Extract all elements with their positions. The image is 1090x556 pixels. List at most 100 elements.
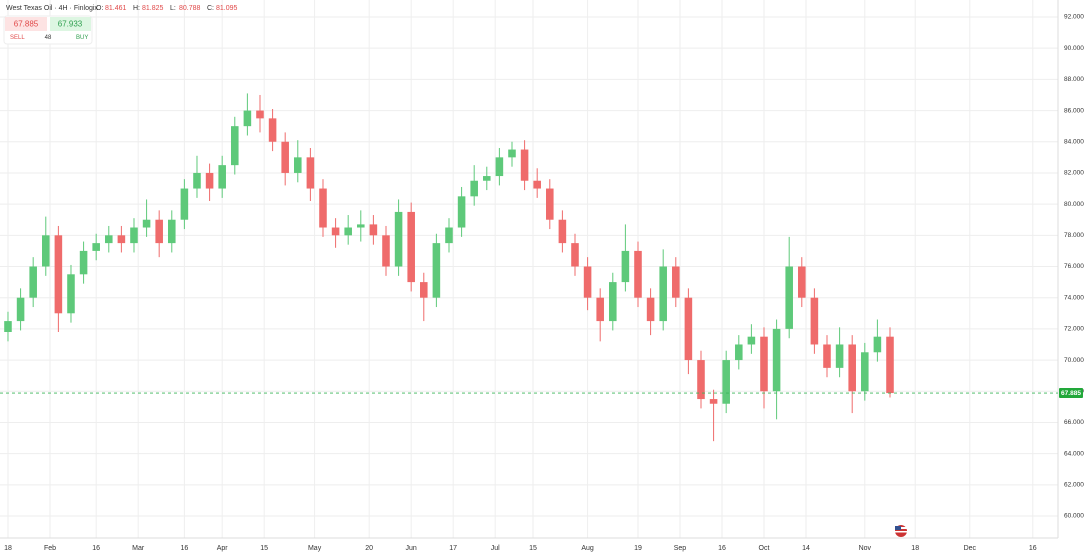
y-tick-label: 64.000	[1064, 450, 1084, 457]
candle-body	[331, 227, 340, 236]
candle-body	[218, 165, 226, 189]
candle-body	[382, 235, 390, 267]
candle-body	[823, 344, 831, 368]
buy-box[interactable]	[50, 17, 91, 31]
candle-body	[29, 266, 37, 298]
candle-body	[798, 266, 806, 298]
x-tick-label: 20	[365, 545, 373, 552]
x-tick-label: 16	[1029, 545, 1037, 552]
candle-body	[634, 250, 642, 298]
legend-value: 81.461	[105, 5, 127, 12]
legend-label: L:	[170, 5, 176, 12]
x-tick-label: 18	[911, 545, 919, 552]
candle-body	[357, 224, 365, 228]
y-tick-label: 66.000	[1064, 419, 1084, 426]
candle-body	[533, 180, 541, 189]
candle-body	[168, 219, 176, 244]
candle-body	[193, 172, 201, 189]
spread: 48	[45, 35, 52, 41]
sell-price[interactable]: 67.885	[14, 20, 39, 29]
y-tick-label: 90.000	[1064, 45, 1084, 52]
x-tick-label: Feb	[44, 545, 56, 552]
candle-body	[621, 250, 630, 283]
candle-body	[848, 344, 856, 392]
legend-label: H:	[133, 5, 140, 12]
candle-body	[180, 188, 189, 220]
candle-body	[835, 344, 844, 368]
y-tick-label: 88.000	[1064, 76, 1084, 83]
x-tick-label: 19	[634, 545, 642, 552]
candle-body	[697, 360, 705, 400]
candle-body	[709, 399, 718, 404]
candle-body	[646, 297, 655, 322]
x-tick-label: 17	[449, 545, 457, 552]
x-tick-label: Jul	[491, 545, 500, 552]
y-tick-label: 60.000	[1064, 513, 1084, 520]
y-tick-label: 62.000	[1064, 482, 1084, 489]
y-tick-label: 84.000	[1064, 138, 1084, 145]
candle-body	[546, 188, 554, 220]
x-tick-label: 14	[802, 545, 810, 552]
x-tick-label: Mar	[132, 545, 145, 552]
y-tick-label: 82.000	[1064, 170, 1084, 177]
x-tick-label: Jun	[406, 545, 417, 552]
candle-body	[470, 180, 478, 197]
candle-body	[4, 321, 12, 333]
candle-body	[369, 224, 378, 236]
sell-button[interactable]: SELL	[10, 35, 25, 41]
x-tick-label: Aug	[581, 545, 594, 552]
ohlc-legend: O: 81.461 H: 81.825 L: 80.788 C: 81.095	[96, 5, 238, 12]
candle-body	[67, 274, 75, 314]
candle-body	[394, 211, 403, 267]
sell-box[interactable]	[5, 17, 47, 31]
y-tick-label: 76.000	[1064, 263, 1084, 270]
candle-body	[420, 282, 428, 298]
candle-body	[747, 336, 756, 345]
candle-body	[571, 243, 579, 267]
y-tick-label: 70.000	[1064, 357, 1084, 364]
candle-body	[861, 352, 869, 392]
candle-body	[306, 157, 315, 189]
candle-body	[105, 235, 113, 244]
candle-body	[886, 336, 894, 394]
candle-body	[92, 243, 100, 251]
legend-label: O:	[96, 5, 103, 12]
x-tick-label: Oct	[759, 545, 770, 552]
x-tick-label: Nov	[859, 545, 872, 552]
candle-body	[785, 266, 793, 329]
candle-body	[281, 141, 289, 173]
candle-body	[483, 176, 491, 181]
x-tick-label: Sep	[674, 545, 687, 552]
candle-body	[596, 297, 604, 322]
x-tick-label: 16	[718, 545, 726, 552]
legend-value: 81.095	[216, 5, 238, 12]
y-tick-label: 86.000	[1064, 107, 1084, 114]
candle-body	[772, 328, 781, 392]
us-flag-icon	[895, 525, 907, 537]
candle-body	[117, 235, 126, 244]
candle-body	[508, 149, 516, 158]
x-tick-label: 16	[92, 545, 100, 552]
candle-body	[659, 266, 667, 322]
last-price-box	[1059, 388, 1083, 399]
candle-body	[722, 360, 730, 404]
candle-body	[583, 266, 592, 298]
candle-body	[42, 235, 50, 267]
y-tick-label: 78.000	[1064, 232, 1084, 239]
x-tick-label: Apr	[217, 545, 229, 552]
buy-button[interactable]: BUY	[76, 35, 88, 41]
legend-value: 81.825	[142, 5, 164, 12]
candle-body	[54, 235, 63, 314]
buy-price[interactable]: 67.933	[58, 20, 83, 29]
trade-widget[interactable]: 67.885 67.933 SELL 48 BUY	[3, 15, 93, 45]
candle-body	[873, 336, 882, 353]
y-tick-label: 72.000	[1064, 326, 1084, 333]
y-tick-label: 92.000	[1064, 14, 1084, 21]
candle-body	[268, 118, 277, 142]
x-tick-label: 18	[4, 545, 12, 552]
candle-body	[243, 110, 252, 127]
candles	[4, 93, 894, 442]
candle-body	[684, 297, 693, 361]
